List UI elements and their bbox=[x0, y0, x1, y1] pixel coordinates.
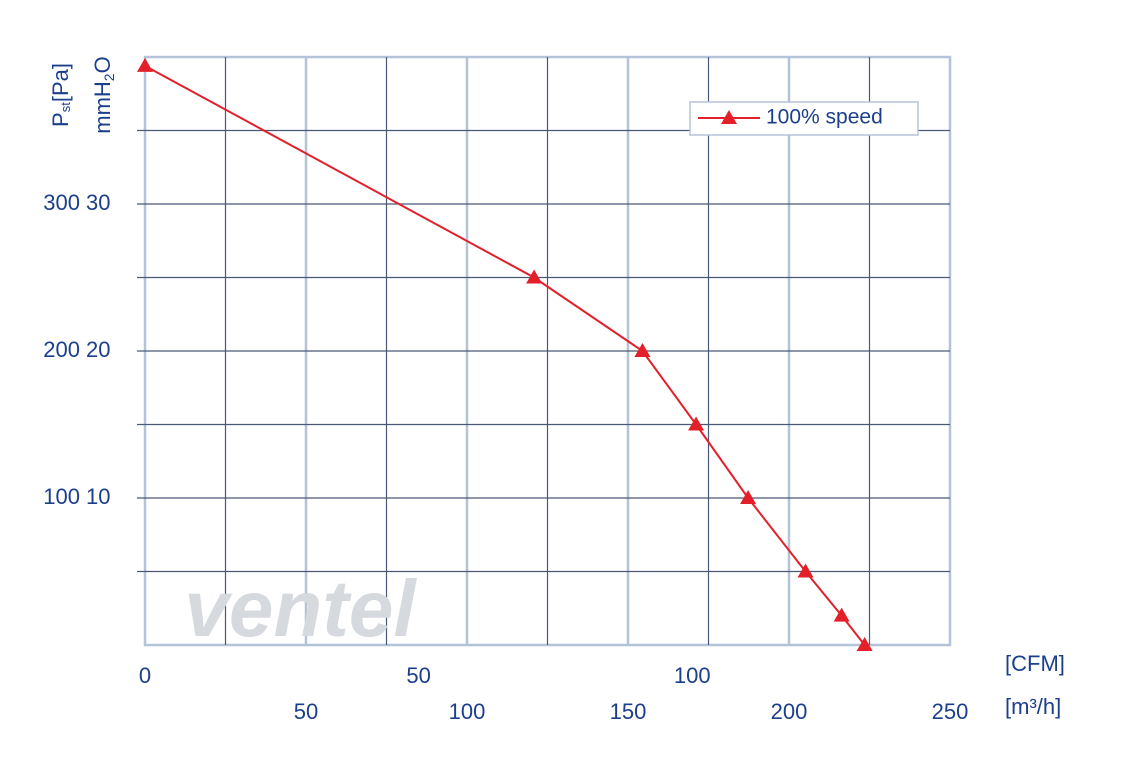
y-tick-label: 300 bbox=[43, 190, 80, 215]
data-point bbox=[797, 563, 814, 578]
data-point bbox=[856, 637, 873, 651]
data-point bbox=[688, 416, 705, 431]
watermark: ventel bbox=[184, 564, 417, 653]
y-label-main: P bbox=[48, 112, 73, 127]
data-point bbox=[833, 607, 850, 622]
y2-tick-label: 20 bbox=[86, 337, 110, 362]
x-tick-label: 0 bbox=[139, 663, 151, 688]
y-tick-label: 200 bbox=[43, 337, 80, 362]
y2-label-rest: O bbox=[90, 56, 115, 73]
x2-tick-label: 100 bbox=[449, 699, 486, 724]
x2-tick-label: 200 bbox=[771, 699, 808, 724]
y-label-rest: [Pa] bbox=[48, 63, 73, 102]
series-line bbox=[144, 64, 866, 646]
y2-label-main: mmH bbox=[90, 81, 115, 134]
y2-tick-label: 10 bbox=[86, 484, 110, 509]
data-point bbox=[137, 57, 153, 72]
y2-label-sub: 2 bbox=[101, 73, 117, 81]
data-point bbox=[526, 269, 543, 284]
x-tick-label: 100 bbox=[674, 663, 711, 688]
x2-axis-title: [m³/h] bbox=[1005, 694, 1061, 719]
y2-tick-label: 30 bbox=[86, 190, 110, 215]
legend-marker bbox=[721, 110, 737, 124]
x-axis-title: [CFM] bbox=[1005, 651, 1065, 676]
y-tick-label: 100 bbox=[43, 484, 80, 509]
y-label-sub: st bbox=[58, 102, 73, 113]
x-tick-label: 50 bbox=[406, 663, 430, 688]
data-point bbox=[634, 343, 651, 357]
data-point bbox=[740, 490, 757, 504]
x2-tick-label: 150 bbox=[610, 699, 647, 724]
x2-tick-label: 250 bbox=[932, 699, 969, 724]
x2-tick-label: 50 bbox=[294, 699, 318, 724]
y2-axis-title: mmH2O bbox=[90, 56, 117, 133]
y-axis-title: Pst[Pa] bbox=[48, 63, 74, 127]
legend-label: 100% speed bbox=[766, 106, 883, 129]
